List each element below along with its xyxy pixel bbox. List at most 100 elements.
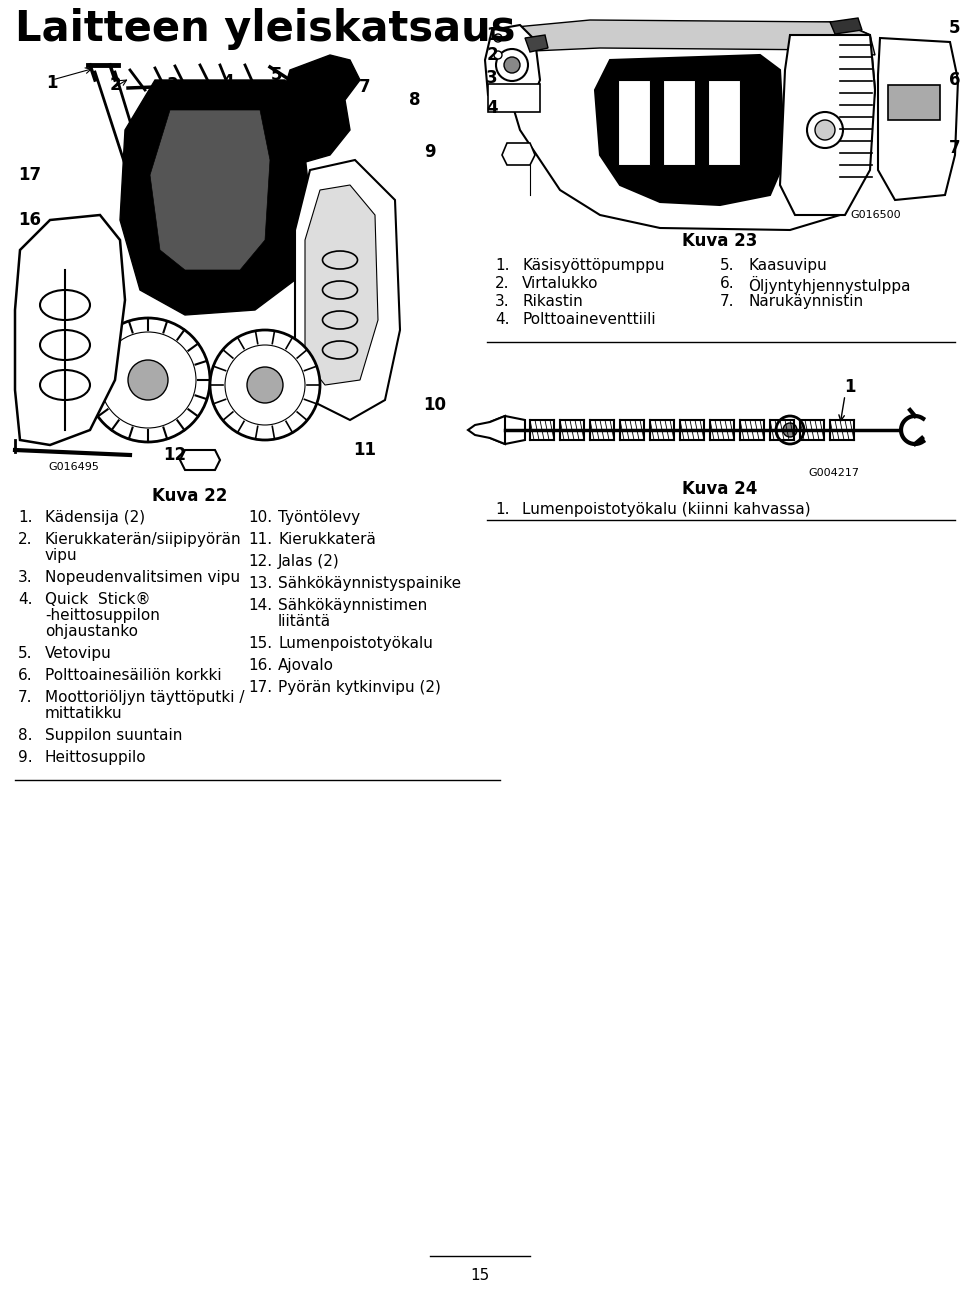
Polygon shape xyxy=(275,55,360,165)
Text: 1.: 1. xyxy=(495,502,510,517)
Text: 8: 8 xyxy=(409,91,420,108)
Text: Kierukkaterä: Kierukkaterä xyxy=(278,532,376,547)
Text: Laitteen yleiskatsaus: Laitteen yleiskatsaus xyxy=(15,8,516,50)
Text: 3.: 3. xyxy=(495,294,510,310)
Text: 6.: 6. xyxy=(720,276,734,291)
Text: 1: 1 xyxy=(844,377,855,396)
Text: G004217: G004217 xyxy=(808,468,859,478)
Text: Lumenpoistotyökalu (kiinni kahvassa): Lumenpoistotyökalu (kiinni kahvassa) xyxy=(522,502,810,517)
Text: 6.: 6. xyxy=(18,667,33,683)
Text: 5.: 5. xyxy=(18,646,33,661)
Text: Jalas (2): Jalas (2) xyxy=(278,554,340,569)
Text: 1: 1 xyxy=(487,26,497,44)
Text: Heittosuppilo: Heittosuppilo xyxy=(45,750,147,765)
Circle shape xyxy=(210,330,320,440)
Text: 15: 15 xyxy=(470,1268,490,1282)
Text: 8.: 8. xyxy=(18,727,33,743)
Text: Kuva 22: Kuva 22 xyxy=(153,487,228,505)
Bar xyxy=(618,80,650,165)
Text: Vetovipu: Vetovipu xyxy=(45,646,111,661)
Circle shape xyxy=(504,57,520,73)
Text: 17: 17 xyxy=(18,166,41,184)
Circle shape xyxy=(815,120,835,140)
Text: 6: 6 xyxy=(949,71,960,89)
Polygon shape xyxy=(830,18,862,34)
Text: 6: 6 xyxy=(314,68,325,86)
Polygon shape xyxy=(15,215,125,445)
Text: Virtalukko: Virtalukko xyxy=(522,276,598,291)
Polygon shape xyxy=(780,35,875,215)
Text: 9.: 9. xyxy=(18,750,33,765)
Text: Narukäynnistin: Narukäynnistin xyxy=(748,294,863,310)
Text: 1.: 1. xyxy=(18,511,33,525)
Circle shape xyxy=(783,423,797,438)
Text: 3: 3 xyxy=(486,69,498,88)
Text: Sähkökäynnistyspainike: Sähkökäynnistyspainike xyxy=(278,576,461,592)
Circle shape xyxy=(496,50,528,81)
Text: 15: 15 xyxy=(18,261,41,279)
Polygon shape xyxy=(305,185,378,385)
Text: Kuva 23: Kuva 23 xyxy=(683,232,757,249)
Text: 5: 5 xyxy=(272,67,283,84)
Text: 4: 4 xyxy=(486,99,498,118)
Text: 1.: 1. xyxy=(495,259,510,273)
Circle shape xyxy=(86,317,210,441)
Text: Nopeudenvalitsimen vipu: Nopeudenvalitsimen vipu xyxy=(45,569,240,585)
Text: Käsisyöttöpumppu: Käsisyöttöpumppu xyxy=(522,259,664,273)
Text: Rikastin: Rikastin xyxy=(522,294,583,310)
Text: 14: 14 xyxy=(18,330,41,349)
Text: Suppilon suuntain: Suppilon suuntain xyxy=(45,727,182,743)
Text: 16: 16 xyxy=(18,212,41,229)
Polygon shape xyxy=(502,142,535,165)
Text: liitäntä: liitäntä xyxy=(278,614,331,629)
Text: 2.: 2. xyxy=(18,532,33,547)
Text: 7: 7 xyxy=(949,138,960,157)
Text: 11: 11 xyxy=(353,441,376,458)
Polygon shape xyxy=(505,22,875,230)
Text: ohjaustanko: ohjaustanko xyxy=(45,624,138,639)
Circle shape xyxy=(494,34,502,42)
Text: Kaasuvipu: Kaasuvipu xyxy=(748,259,827,273)
Text: 3: 3 xyxy=(167,76,179,94)
Text: Ajovalo: Ajovalo xyxy=(278,658,334,673)
Text: Öljyntyhjennystulppa: Öljyntyhjennystulppa xyxy=(748,276,910,294)
Text: Kierukkaterän/siipipyörän: Kierukkaterän/siipipyörän xyxy=(45,532,242,547)
Text: 15.: 15. xyxy=(248,636,272,650)
Text: 5.: 5. xyxy=(720,259,734,273)
Text: 10: 10 xyxy=(423,396,446,414)
Text: 4.: 4. xyxy=(18,592,33,607)
Text: -heittosuppilon: -heittosuppilon xyxy=(45,609,160,623)
Polygon shape xyxy=(878,38,958,200)
Polygon shape xyxy=(480,417,525,444)
Text: Lumenpoistotyökalu: Lumenpoistotyökalu xyxy=(278,636,433,650)
Text: 13.: 13. xyxy=(248,576,273,592)
Text: Polttoaineventtiili: Polttoaineventtiili xyxy=(522,312,656,326)
Circle shape xyxy=(776,417,804,444)
Text: Kuva 24: Kuva 24 xyxy=(683,481,757,498)
Bar xyxy=(663,80,695,165)
Bar xyxy=(708,80,740,165)
Polygon shape xyxy=(150,110,270,270)
Polygon shape xyxy=(180,451,220,470)
Text: Quick  Stick®: Quick Stick® xyxy=(45,592,151,607)
Text: 17.: 17. xyxy=(248,680,272,695)
Text: 7.: 7. xyxy=(720,294,734,310)
Text: 9: 9 xyxy=(424,142,436,161)
Text: Työntölevy: Työntölevy xyxy=(278,511,360,525)
Text: G016495: G016495 xyxy=(48,462,99,471)
Polygon shape xyxy=(525,35,548,52)
Bar xyxy=(488,84,540,112)
Text: 7.: 7. xyxy=(18,690,33,705)
Polygon shape xyxy=(120,80,310,315)
Circle shape xyxy=(494,51,502,59)
Text: G016500: G016500 xyxy=(850,210,900,219)
Circle shape xyxy=(807,112,843,148)
Text: Moottoriöljyn täyttöputki /: Moottoriöljyn täyttöputki / xyxy=(45,690,245,705)
Text: 16.: 16. xyxy=(248,658,273,673)
Polygon shape xyxy=(485,25,540,110)
Text: 12.: 12. xyxy=(248,554,272,569)
Text: 2.: 2. xyxy=(495,276,510,291)
Text: vipu: vipu xyxy=(45,549,78,563)
Text: 4: 4 xyxy=(222,73,234,91)
Polygon shape xyxy=(595,55,785,205)
